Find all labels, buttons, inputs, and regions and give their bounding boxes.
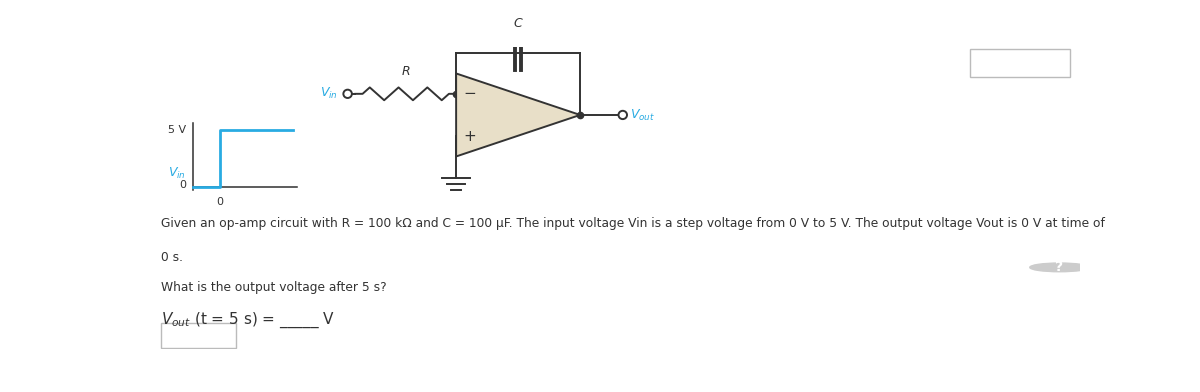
- Text: $V_{in}$: $V_{in}$: [320, 86, 338, 102]
- Text: 5 V: 5 V: [168, 125, 186, 135]
- Text: $C$: $C$: [512, 17, 523, 30]
- FancyBboxPatch shape: [161, 323, 235, 348]
- Circle shape: [1030, 263, 1090, 272]
- Text: 0: 0: [216, 197, 223, 207]
- Text: ?: ?: [1056, 260, 1063, 274]
- Text: 0: 0: [180, 180, 186, 190]
- Text: 0 s.: 0 s.: [161, 251, 184, 264]
- Polygon shape: [456, 73, 580, 156]
- Text: $V_{in}$: $V_{in}$: [168, 165, 186, 181]
- Text: +: +: [463, 129, 476, 143]
- FancyBboxPatch shape: [971, 49, 1069, 77]
- Text: $V_{out}$ (t = 5 s) = _____ V: $V_{out}$ (t = 5 s) = _____ V: [161, 311, 335, 330]
- Text: What is the output voltage after 5 s?: What is the output voltage after 5 s?: [161, 281, 386, 294]
- Text: $V_{out}$: $V_{out}$: [630, 107, 655, 123]
- Text: $R$: $R$: [401, 65, 410, 78]
- Text: −: −: [463, 86, 476, 101]
- Text: Given an op-amp circuit with R = 100 kΩ and C = 100 μF. The input voltage Vin is: Given an op-amp circuit with R = 100 kΩ …: [161, 217, 1105, 230]
